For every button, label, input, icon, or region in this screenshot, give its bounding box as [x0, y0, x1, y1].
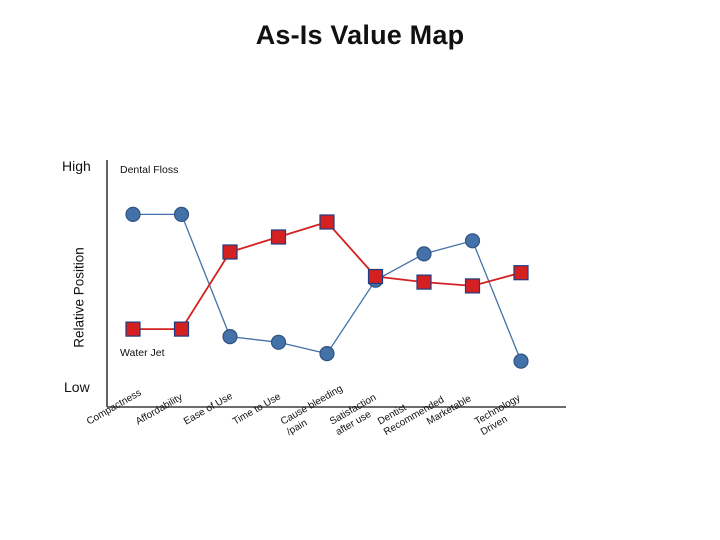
series-annotation-dental-floss: Dental Floss — [120, 164, 179, 176]
data-point-marker — [125, 206, 141, 222]
page-title: As-Is Value Map — [255, 20, 465, 50]
data-point-marker — [513, 353, 529, 369]
data-point-marker — [173, 206, 190, 222]
series-annotation-water-jet: Water Jet — [120, 347, 165, 359]
data-point-marker — [416, 274, 432, 290]
data-point-marker — [173, 321, 190, 337]
data-point-marker — [464, 278, 481, 294]
data-point-marker — [270, 334, 287, 350]
data-point-marker — [270, 229, 287, 245]
data-point-marker — [319, 346, 335, 362]
data-point-marker — [416, 246, 432, 262]
data-point-marker — [513, 265, 529, 281]
data-point-marker — [464, 233, 481, 249]
y-axis-low-label: Low — [64, 379, 90, 395]
chart-axes — [106, 160, 566, 408]
data-point-marker — [222, 244, 238, 260]
data-point-marker — [222, 329, 238, 345]
series-line-dental-floss — [133, 213, 522, 362]
y-axis-high-label: High — [62, 158, 91, 174]
data-point-marker — [319, 214, 335, 230]
y-axis-title: Relative Position — [71, 247, 87, 348]
data-point-marker — [125, 321, 141, 337]
data-point-marker — [367, 268, 384, 285]
series-lines — [133, 213, 522, 362]
series-markers — [125, 206, 529, 369]
